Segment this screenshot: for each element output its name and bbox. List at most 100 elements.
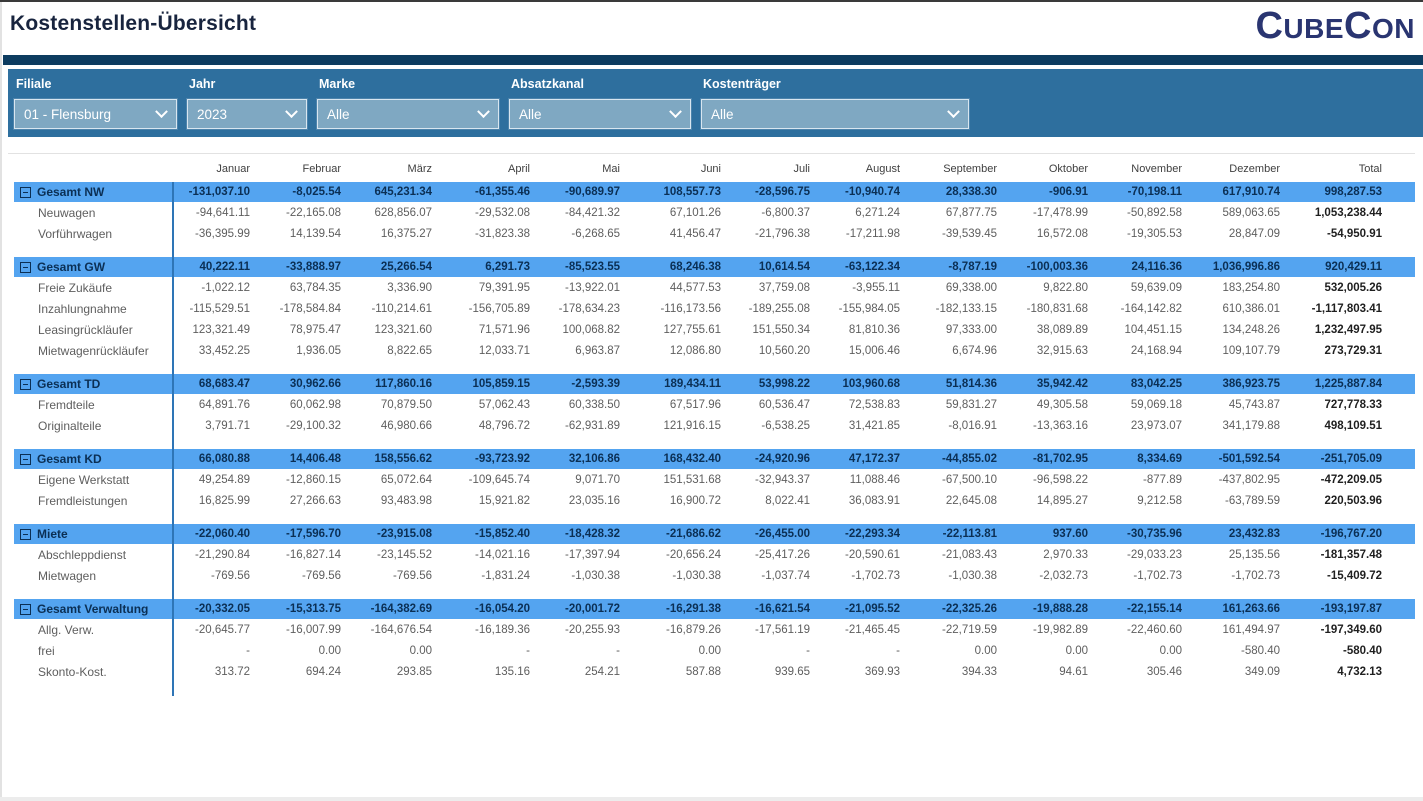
value-cell: 24,116.36 xyxy=(1131,261,1182,273)
value-cell: 45,743.87 xyxy=(1228,398,1280,411)
value-cell: -115,529.51 xyxy=(189,302,250,315)
cubecon-logo: C UBE C ON xyxy=(1255,4,1415,51)
value-cell: 189,434.11 xyxy=(664,378,721,390)
row-label: frei xyxy=(14,644,172,658)
filter-label: Kostenträger xyxy=(703,77,781,91)
value-cell: 12,033.71 xyxy=(478,344,530,357)
value-cell: 4,732.13 xyxy=(1337,665,1382,678)
dropdown-value: Alle xyxy=(519,106,542,122)
row-label-text: Mietwagenrückläufer xyxy=(38,343,149,358)
row-label: Abschleppdienst xyxy=(14,548,172,562)
matrix-detail-row: Neuwagen -94,641.11 -22,165.08 628,856.07 -2… xyxy=(14,202,1415,223)
value-cell: -24,920.96 xyxy=(755,453,810,465)
matrix-group-row[interactable]: Miete -22,060.40 -17,596.70 -23,915.08 -15,8… xyxy=(14,524,1415,544)
value-cell: -21,290.84 xyxy=(195,548,250,561)
value-cell: 59,639.09 xyxy=(1130,281,1182,294)
value-cell: -193,197.87 xyxy=(1320,603,1382,615)
value-cell: -94,641.11 xyxy=(195,206,250,219)
collapse-icon[interactable] xyxy=(20,453,31,465)
marke-dropdown[interactable]: Alle xyxy=(316,98,500,130)
value-cell: 24,168.94 xyxy=(1130,344,1182,357)
value-cell: -1,831.24 xyxy=(481,569,530,582)
matrix-group-row[interactable]: Gesamt NW -131,037.10 -8,025.54 645,231.34 -… xyxy=(14,182,1415,202)
value-cell: -164,676.54 xyxy=(370,623,432,636)
value-cell: -182,133.15 xyxy=(935,302,997,315)
value-cell: 2,970.33 xyxy=(1043,548,1088,561)
row-label: Fremdteile xyxy=(14,398,172,412)
value-cell: -93,723.92 xyxy=(475,453,530,465)
value-cell: -22,325.26 xyxy=(942,603,997,615)
value-cell: - xyxy=(806,644,810,657)
value-cell: 70,879.50 xyxy=(380,398,432,411)
value-cell: 67,877.75 xyxy=(945,206,997,219)
kostentraeger-dropdown[interactable]: Alle xyxy=(700,98,970,130)
value-cell: 49,254.89 xyxy=(198,473,250,486)
collapse-icon[interactable] xyxy=(20,186,31,198)
value-cell: 94.61 xyxy=(1059,665,1088,678)
value-cell: -29,100.32 xyxy=(286,419,341,432)
collapse-icon[interactable] xyxy=(20,378,31,390)
value-cell: -100,003.36 xyxy=(1026,261,1088,273)
value-cell: -85,523.55 xyxy=(565,261,620,273)
filiale-dropdown[interactable]: 01 - Flensburg xyxy=(13,98,178,130)
matrix-group-row[interactable]: Gesamt KD 66,080.88 14,406.48 158,556.62 -93… xyxy=(14,449,1415,469)
absatzkanal-dropdown[interactable]: Alle xyxy=(508,98,692,130)
value-cell: 97,333.00 xyxy=(945,323,997,336)
value-cell: -22,155.14 xyxy=(1127,603,1182,615)
value-cell: 10,560.20 xyxy=(758,344,810,357)
value-cell: -17,397.94 xyxy=(565,548,620,561)
filter-label: Marke xyxy=(319,77,356,91)
value-cell: -50,892.58 xyxy=(1127,206,1182,219)
value-cell: 161,494.97 xyxy=(1222,623,1280,636)
value-cell: -20,255.93 xyxy=(565,623,620,636)
value-cell: 38,089.89 xyxy=(1036,323,1088,336)
matrix-group-row[interactable]: Gesamt TD 68,683.47 30,962.66 117,860.16 105… xyxy=(14,374,1415,394)
row-label: Gesamt Verwaltung xyxy=(14,602,172,616)
value-cell: 16,572.08 xyxy=(1036,227,1088,240)
value-cell: -769.56 xyxy=(301,569,341,582)
value-cell: -30,735.96 xyxy=(1127,528,1182,540)
value-cell: -1,037.74 xyxy=(761,569,810,582)
value-cell: 0.00 xyxy=(1065,644,1088,657)
value-cell: -16,054.20 xyxy=(475,603,530,615)
dropdown-value: Alle xyxy=(711,106,734,122)
value-cell: 610,386.01 xyxy=(1222,302,1280,315)
jahr-dropdown[interactable]: 2023 xyxy=(186,98,308,130)
value-cell: 60,536.47 xyxy=(758,398,810,411)
value-cell: -13,922.01 xyxy=(565,281,620,294)
collapse-icon[interactable] xyxy=(20,261,31,273)
row-label-text: Gesamt NW xyxy=(37,185,105,199)
value-cell: 135.16 xyxy=(494,665,530,678)
value-cell: -180,831.68 xyxy=(1026,302,1088,315)
value-cell: 60,062.98 xyxy=(289,398,341,411)
value-cell: 386,923.75 xyxy=(1222,378,1280,390)
value-cell: -44,855.02 xyxy=(942,453,997,465)
row-label-text: Gesamt Verwaltung xyxy=(37,602,149,616)
row-label: Gesamt GW xyxy=(14,260,172,274)
row-label: Mietwagenrückläufer xyxy=(14,344,172,358)
value-cell: -23,915.08 xyxy=(377,528,432,540)
value-cell: 0.00 xyxy=(698,644,721,657)
matrix-group-row[interactable]: Gesamt Verwaltung -20,332.05 -15,313.75 -16… xyxy=(14,599,1415,619)
collapse-icon[interactable] xyxy=(20,603,31,615)
row-label: Mietwagen xyxy=(14,569,172,583)
value-cell: 40,222.11 xyxy=(199,261,250,273)
value-cell: -109,645.74 xyxy=(468,473,530,486)
value-cell: -1,030.38 xyxy=(672,569,721,582)
value-cell: 23,973.07 xyxy=(1130,419,1182,432)
matrix-detail-row: Mietwagenrückläufer 33,452.25 1,936.05 8,82… xyxy=(14,340,1415,361)
matrix-body: Gesamt NW -131,037.10 -8,025.54 645,231.34 -… xyxy=(14,182,1415,696)
value-cell: -1,702.73 xyxy=(1231,569,1280,582)
value-cell: -1,022.12 xyxy=(201,281,250,294)
value-cell: -110,214.61 xyxy=(371,302,432,315)
value-cell: 60,338.50 xyxy=(568,398,620,411)
value-cell: 293.85 xyxy=(396,665,432,678)
collapse-icon[interactable] xyxy=(20,528,31,540)
value-cell: 587.88 xyxy=(685,665,721,678)
value-cell: -3,955.11 xyxy=(852,281,900,294)
row-label-text: Freie Zukäufe xyxy=(38,280,113,295)
matrix-group-row[interactable]: Gesamt GW 40,222.11 -33,888.97 25,266.54 6,2… xyxy=(14,257,1415,277)
value-cell: 305.46 xyxy=(1146,665,1182,678)
value-cell: -32,943.37 xyxy=(755,473,810,486)
value-cell: -96,598.22 xyxy=(1033,473,1088,486)
